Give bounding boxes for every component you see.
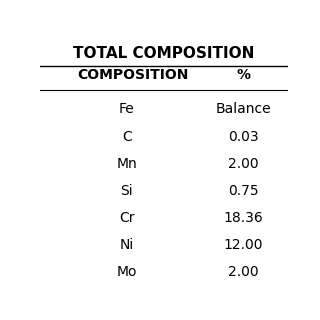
Text: Si: Si: [121, 184, 133, 198]
Text: Ni: Ni: [120, 238, 134, 252]
Text: TOTAL COMPOSITION: TOTAL COMPOSITION: [73, 46, 255, 61]
Text: Mn: Mn: [116, 157, 137, 171]
Text: 0.75: 0.75: [228, 184, 259, 198]
Text: Fe: Fe: [119, 102, 135, 116]
Text: 18.36: 18.36: [223, 211, 263, 225]
Text: %: %: [236, 68, 250, 82]
Text: 2.00: 2.00: [228, 157, 259, 171]
Text: C: C: [122, 130, 132, 144]
Text: Cr: Cr: [119, 211, 134, 225]
Text: Balance: Balance: [216, 102, 271, 116]
Text: 12.00: 12.00: [224, 238, 263, 252]
Text: 2.00: 2.00: [228, 265, 259, 279]
Text: Mo: Mo: [116, 265, 137, 279]
Text: 0.03: 0.03: [228, 130, 259, 144]
Text: COMPOSITION: COMPOSITION: [77, 68, 188, 82]
